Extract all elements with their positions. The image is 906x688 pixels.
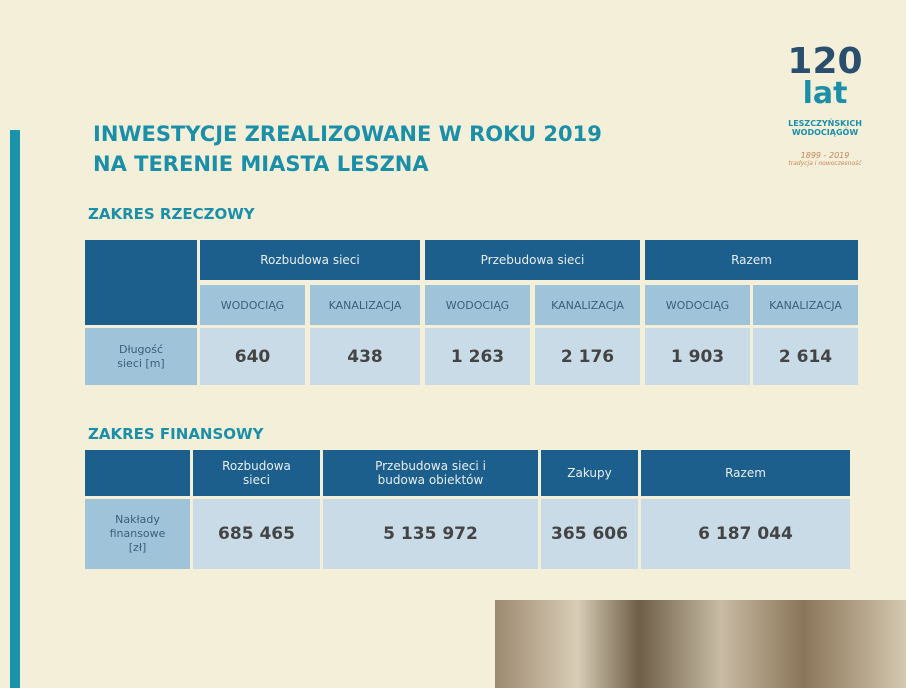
value-cell: 685 465 — [193, 499, 320, 569]
sub-header: KANALIZACJA — [535, 285, 640, 325]
value-cell: 438 — [310, 328, 420, 385]
value-cell: 5 135 972 — [323, 499, 538, 569]
row-label: Nakłady finansowe [zł] — [85, 499, 190, 569]
value-cell: 365 606 — [541, 499, 638, 569]
logo-word: lat — [770, 79, 880, 109]
value-cell: 1 903 — [645, 328, 750, 385]
value-cell: 640 — [200, 328, 305, 385]
page: {"header": {"title_lines": ["INWESTYCJE … — [0, 0, 906, 688]
column-header: Razem — [641, 450, 850, 496]
logo-years: 1899 - 2019 — [770, 151, 880, 160]
sub-header: WODOCIĄG — [200, 285, 305, 325]
value-cell: 2 176 — [535, 328, 640, 385]
sub-header: WODOCIĄG — [645, 285, 750, 325]
sub-header: KANALIZACJA — [753, 285, 858, 325]
logo-tagline: tradycja i nowoczesność — [770, 160, 880, 167]
group-header: Razem — [645, 240, 858, 280]
section-title: ZAKRES FINANSOWY — [88, 425, 263, 443]
column-header: Zakupy — [541, 450, 638, 496]
group-header: Przebudowa sieci — [425, 240, 640, 280]
section-title: ZAKRES RZECZOWY — [88, 205, 255, 223]
header-corner — [85, 240, 197, 325]
logo: 120 lat LESZCZYŃSKICH WODOCIĄGÓW 1899 - … — [770, 45, 880, 167]
value-cell: 2 614 — [753, 328, 858, 385]
slide: INWESTYCJE ZREALIZOWANE W ROKU 2019 NA T… — [0, 0, 906, 688]
sub-header: WODOCIĄG — [425, 285, 530, 325]
value-cell: 1 263 — [425, 328, 530, 385]
column-header: Przebudowa sieci i budowa obiektów — [323, 450, 538, 496]
row-label: Długość sieci [m] — [85, 328, 197, 385]
column-header: Rozbudowa sieci — [193, 450, 320, 496]
title-line: INWESTYCJE ZREALIZOWANE W ROKU 2019 — [93, 122, 602, 146]
group-header: Rozbudowa sieci — [200, 240, 420, 280]
photo-strip — [495, 600, 906, 688]
logo-number: 120 — [770, 45, 880, 79]
title-line: NA TERENIE MIASTA LESZNA — [93, 152, 429, 176]
value-cell: 6 187 044 — [641, 499, 850, 569]
header-corner — [85, 450, 190, 496]
sub-header: KANALIZACJA — [310, 285, 420, 325]
accent-bar — [10, 130, 20, 688]
logo-line: LESZCZYŃSKICH — [770, 119, 880, 128]
logo-line: WODOCIĄGÓW — [770, 128, 880, 137]
